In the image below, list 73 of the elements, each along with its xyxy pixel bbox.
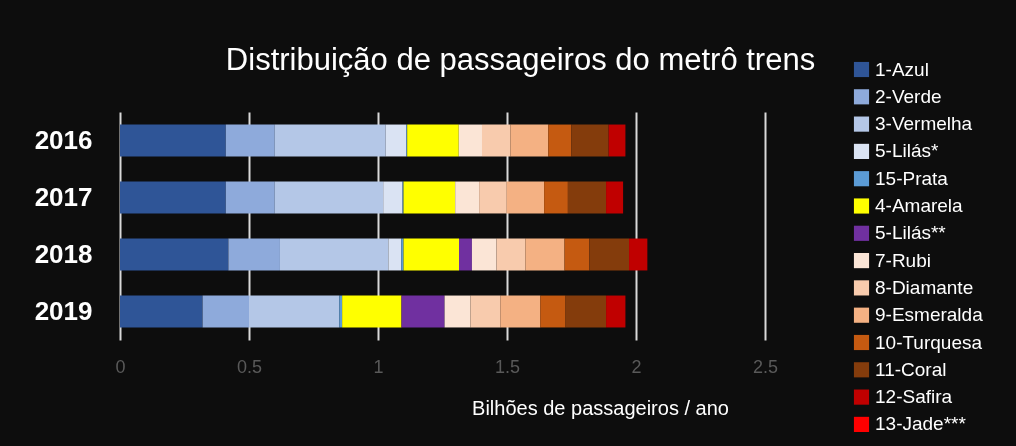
bar: [249, 295, 340, 328]
legend-label: 12-Safira: [875, 386, 953, 408]
bar: [548, 124, 572, 157]
y-tick-label: 2016: [34, 124, 93, 155]
bar: [589, 238, 630, 271]
bar: [120, 295, 203, 328]
bar: [470, 295, 501, 328]
bar: [274, 181, 384, 214]
bar: [225, 124, 275, 157]
bar: [279, 238, 389, 271]
legend-label: 13-Jade***: [875, 413, 967, 435]
legend-label: 3-Vermelha: [875, 113, 973, 135]
x-axis-title: Bilhões de passageiros / ano: [472, 396, 729, 419]
bar: [606, 295, 626, 328]
legend-label: 15-Prata: [875, 167, 949, 189]
legend-label: 9-Esmeralda: [875, 304, 984, 326]
legend-label: 5-Lilás*: [875, 140, 939, 162]
bar: [225, 181, 275, 214]
x-tick-label: 1: [373, 356, 384, 377]
bar: [540, 295, 566, 328]
legend-label: 4-Amarela: [875, 195, 964, 216]
bar: [274, 124, 386, 157]
bar: [606, 181, 624, 214]
legend-label: 2-Verde: [875, 85, 942, 107]
bar: [401, 238, 404, 271]
bar: [571, 124, 609, 157]
bar: [401, 295, 445, 328]
bar: [608, 124, 626, 157]
bar: [629, 238, 648, 271]
x-tick-label: 0: [115, 356, 126, 377]
y-tick-label: 2018: [34, 238, 93, 269]
bar: [120, 124, 226, 157]
bar: [385, 124, 407, 157]
bar: [459, 238, 472, 271]
bar: [506, 181, 545, 214]
x-tick-label: 2.5: [752, 356, 779, 377]
bar: [479, 181, 507, 214]
bar: [202, 295, 249, 328]
bar: [567, 181, 607, 214]
bar: [383, 181, 403, 214]
legend-label: 1-Azul: [875, 58, 929, 80]
y-tick-label: 2019: [34, 295, 93, 326]
bar: [403, 181, 456, 214]
bar: [444, 295, 471, 328]
bar: [510, 124, 549, 157]
legend-label: 11-Coral: [875, 358, 947, 380]
bar: [228, 238, 280, 271]
bar: [120, 181, 226, 214]
x-tick-label: 2: [631, 356, 642, 377]
bar: [455, 181, 480, 214]
bar: [565, 295, 607, 328]
legend-label: 10-Turquesa: [875, 331, 983, 353]
bar: [403, 238, 460, 271]
legend-label: 7-Rubi: [875, 249, 931, 271]
y-tick-label: 2017: [34, 181, 93, 212]
legend-label: 8-Diamante: [875, 276, 974, 298]
bar: [564, 238, 590, 271]
bar: [407, 124, 459, 157]
bar: [525, 238, 565, 271]
bar: [496, 238, 526, 271]
bar: [544, 181, 568, 214]
bar: [342, 295, 402, 328]
bar: [458, 124, 482, 157]
chart-title: Distribuição de passageiros do metrô trens: [225, 42, 816, 77]
bar: [120, 238, 229, 271]
bar: [500, 295, 541, 328]
bar: [481, 124, 511, 157]
x-tick-label: 0.5: [236, 356, 263, 377]
bar: [339, 295, 343, 328]
bar: [388, 238, 402, 271]
x-tick-label: 1.5: [494, 356, 521, 377]
bar: [471, 238, 497, 271]
legend-label: 5-Lilás**: [875, 222, 947, 244]
